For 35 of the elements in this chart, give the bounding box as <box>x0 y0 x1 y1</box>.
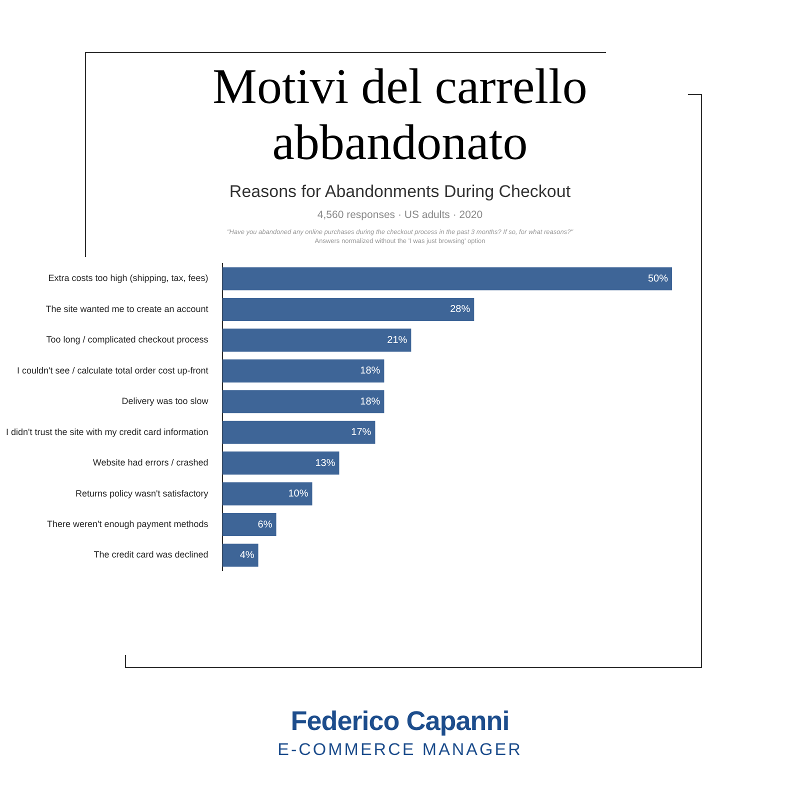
chart-subtitle: Reasons for Abandonments During Checkout <box>228 182 572 202</box>
text: E-COMMERCE MANAGER <box>276 740 524 760</box>
y-tick-label: Too long / complicated checkout process <box>46 334 209 345</box>
bar <box>222 359 384 382</box>
bar <box>222 267 672 290</box>
data-label: 17% <box>351 427 372 438</box>
data-label: 6% <box>258 519 272 530</box>
y-tick-label: The site wanted me to create an account <box>46 304 209 314</box>
bar <box>222 328 412 352</box>
bar <box>222 390 384 414</box>
y-tick-label: The credit card was declined <box>94 550 208 560</box>
y-tick-label: Delivery was too slow <box>122 396 209 406</box>
y-tick-label: There weren't enough payment methods <box>46 519 209 530</box>
data-label: 50% <box>648 274 668 285</box>
bar <box>222 544 258 567</box>
bar <box>222 513 276 536</box>
chart-title: Motivi del carrello abbandonato <box>212 58 588 170</box>
data-label: 18% <box>360 366 380 377</box>
data-label: 21% <box>387 334 408 346</box>
text: 4,560 responses · US adults · 2020 <box>316 209 484 221</box>
data-label: 4% <box>240 550 254 561</box>
bar <box>222 420 376 444</box>
bar <box>222 482 312 506</box>
bar <box>222 452 340 475</box>
y-tick-label: I couldn't see / calculate total order cost up-front <box>16 365 209 376</box>
bar <box>222 298 474 321</box>
y-tick-label: Website had errors / crashed <box>92 458 208 468</box>
data-label: 13% <box>315 458 336 469</box>
y-tick-label: Returns policy wasn't satisfactory <box>76 488 209 498</box>
data-label: 10% <box>288 488 308 500</box>
data-label: 18% <box>360 396 380 408</box>
data-label: 28% <box>450 304 470 316</box>
text: Federico Capanni <box>290 706 510 737</box>
y-tick-label: Extra costs too high (shipping, tax, fees) <box>48 273 208 284</box>
y-tick-label: I didn't trust the site with my credit card information <box>6 426 208 437</box>
